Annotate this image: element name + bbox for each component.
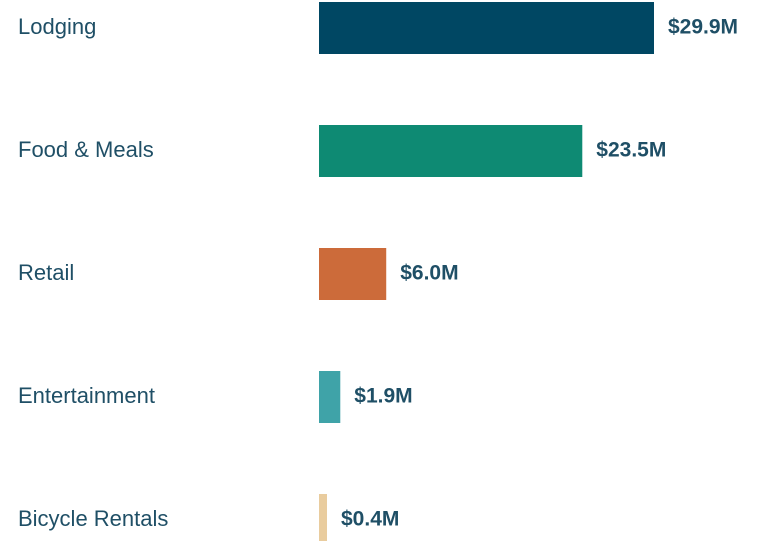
category-label: Lodging [18, 14, 96, 39]
bar [319, 248, 387, 300]
value-label: $0.4M [341, 508, 399, 531]
category-label: Retail [18, 260, 74, 285]
bar [319, 371, 341, 423]
bar [319, 125, 583, 177]
bar [319, 2, 654, 54]
category-label: Bicycle Rentals [18, 506, 168, 531]
bar [319, 494, 327, 541]
category-label: Food & Meals [18, 137, 154, 162]
value-label: $1.9M [354, 385, 412, 408]
category-label: Entertainment [18, 383, 155, 408]
value-label: $29.9M [668, 16, 738, 39]
value-label: $6.0M [400, 262, 458, 285]
value-label: $23.5M [596, 139, 666, 162]
